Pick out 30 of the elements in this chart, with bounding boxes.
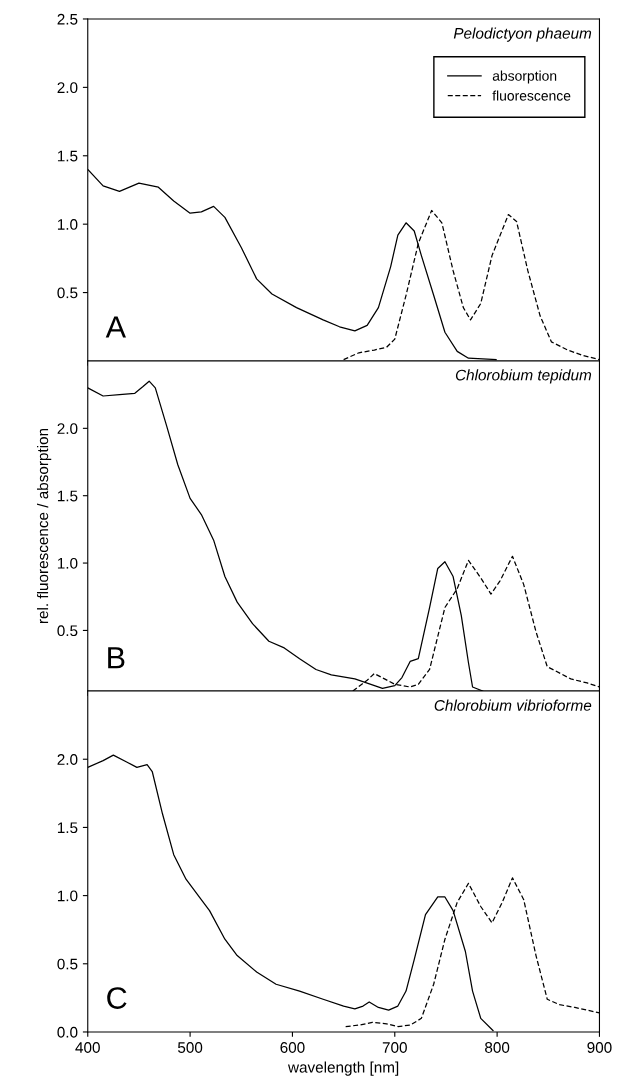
text: Pelodictyon phaeum [453,27,592,42]
y-tick-label: 1.5 [57,150,78,162]
y-tick-label: 2.5 [57,13,78,25]
y-tick-label: 2.0 [57,82,78,94]
y-tick-label: 1.5 [57,490,78,502]
x-axis-title: wavelength [nm] [287,1061,399,1076]
x-tick-label: 500 [177,1042,203,1053]
y-tick-label: 0.5 [57,287,78,299]
x-tick-label: 600 [280,1042,305,1053]
y-tick-label: 2.0 [57,754,78,765]
chart-title: Chlorobium vibrioforme [434,699,592,711]
y-tick-label: 1.0 [57,890,78,902]
text: Chlorobium tepidum [455,369,592,384]
annotation: A [105,316,126,338]
legend-label: fluorescence [492,90,571,101]
y-tick-label: 1.0 [57,219,78,230]
y-tick-label: 0.5 [57,958,78,970]
x-tick-label: 900 [587,1042,612,1053]
x-tick-label: 800 [485,1042,510,1053]
annotation: B [108,647,125,669]
x-tick-label: 400 [75,1042,100,1053]
x-tick-label: 700 [382,1042,407,1053]
y-axis-title: rel. fluorescence / absorption [37,428,52,624]
y-tick-label: 2.0 [57,423,78,435]
y-tick-label: 1.5 [57,822,78,834]
legend-label: absorption [492,70,557,84]
annotation: C [107,987,127,1009]
y-tick-label: 0.0 [57,1026,78,1038]
y-tick-label: 1.0 [57,557,78,569]
y-tick-label: 0.5 [57,625,78,637]
